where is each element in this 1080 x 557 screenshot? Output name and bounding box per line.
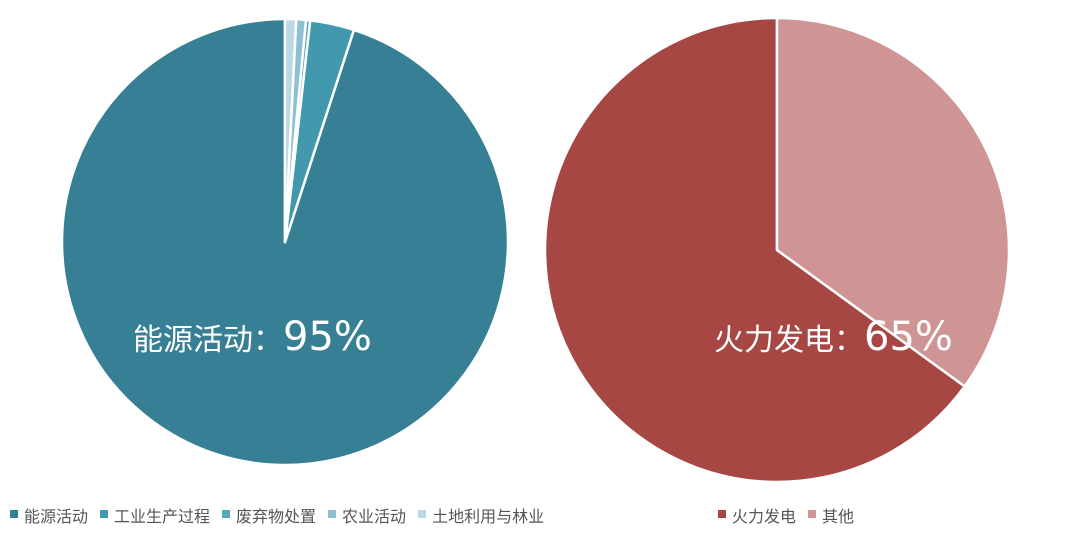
- legend-energy-label-2: 其他: [822, 507, 854, 526]
- pie-emission-annotation: 能源活动：95%: [133, 314, 372, 360]
- pie-emission-slice-5: [283, 17, 298, 244]
- pie-emission-annotation-value: 95%: [283, 314, 372, 360]
- legend-energy-label-1: 火力发电: [732, 507, 796, 526]
- pie-emission-annotation-label: 能源活动：: [133, 323, 283, 358]
- pie-energy-annotation-label: 火力发电：: [714, 323, 864, 358]
- pie-chart-emission-sources: 能源活动：95% 能源活动 工业生产过程 废弃物处置 农业活动 土地利用与林业: [10, 17, 544, 526]
- pie-chart-energy-sources: 火力发电：65% 火力发电 其他: [543, 16, 1011, 526]
- legend-emission-swatch-5: [418, 510, 427, 518]
- pie-energy-slice-1: [543, 16, 966, 484]
- pie-energy-annotation-value: 65%: [864, 314, 953, 360]
- legend-emission-label-4: 农业活动: [342, 507, 406, 526]
- legend-emission: 能源活动 工业生产过程 废弃物处置 农业活动 土地利用与林业: [10, 507, 544, 526]
- legend-energy-swatch-2: [808, 510, 817, 518]
- legend-emission-swatch-4: [328, 510, 337, 518]
- legend-energy-swatch-1: [718, 510, 726, 518]
- legend-emission-swatch-3: [222, 510, 231, 518]
- legend-emission-label-2: 工业生产过程: [114, 507, 210, 526]
- legend-emission-label-3: 废弃物处置: [236, 507, 316, 526]
- legend-emission-label-5: 土地利用与林业: [432, 507, 544, 526]
- legend-energy: 火力发电 其他: [718, 507, 854, 526]
- legend-emission-swatch-1: [10, 510, 18, 518]
- pie-energy-slice-2: [775, 16, 1011, 388]
- legend-emission-swatch-2: [100, 510, 109, 518]
- legend-emission-label-1: 能源活动: [24, 507, 88, 526]
- pie-energy-annotation: 火力发电：65%: [714, 314, 953, 360]
